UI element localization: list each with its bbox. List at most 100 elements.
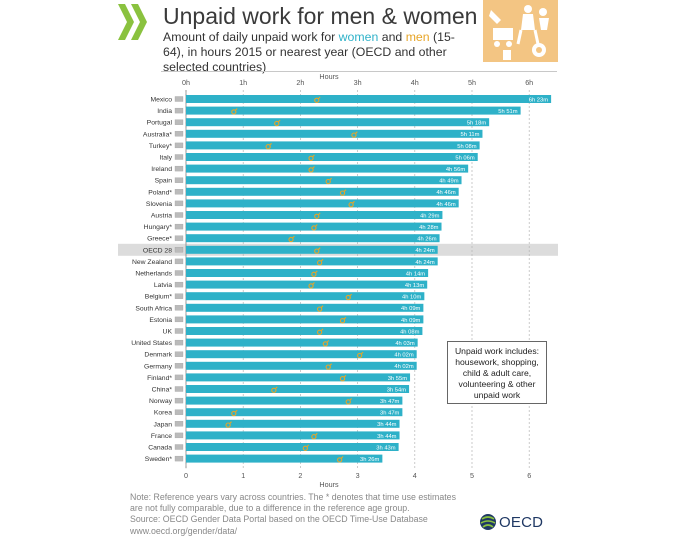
top-axis-title: Hours (319, 72, 339, 81)
men-marker-arrow (314, 432, 318, 436)
women-value-label: 4h 09m (401, 306, 421, 312)
flag-icon (174, 455, 184, 462)
women-value-label: 3h 44m (377, 434, 397, 440)
note-box: Unpaid work includes: housework, shoppin… (447, 341, 547, 404)
country-label: Latvia (154, 282, 172, 289)
country-label: Germany (144, 363, 173, 370)
women-value-label: 4h 28m (419, 225, 439, 231)
men-marker-arrow (314, 224, 318, 227)
women-bar (186, 106, 521, 115)
men-marker-arrow (314, 270, 318, 274)
women-value-label: 4h 46m (436, 190, 456, 196)
country-label: France (151, 433, 172, 440)
country-label: China* (152, 387, 173, 394)
women-value-label: 3h 54m (387, 387, 407, 393)
women-bar (186, 443, 399, 451)
oecd-globe-icon (480, 514, 496, 530)
men-marker (314, 248, 320, 254)
women-bar (186, 234, 440, 243)
bottom-tick-label: 2 (298, 471, 302, 480)
women-value-label: 4h 13m (405, 283, 425, 289)
women-value-label: 3h 47m (380, 399, 400, 405)
note-line: housework, shopping, (455, 357, 539, 367)
women-value-label: 3h 55m (388, 376, 408, 382)
men-marker (316, 306, 323, 312)
women-value-label: 3h 47m (380, 411, 400, 417)
top-tick-label: 0h (182, 78, 190, 87)
men-marker (302, 445, 308, 451)
men-marker (325, 364, 331, 370)
bottom-tick-label: 3 (356, 471, 360, 480)
women-bar (186, 129, 483, 138)
men-marker-arrow (320, 258, 324, 262)
subtitle-rest: (15-64), in hours 2015 or nearest year (… (163, 30, 455, 74)
footnote: Note: Reference years vary across countr… (130, 492, 456, 537)
flag-icon (174, 305, 184, 311)
country-label: Japan (153, 421, 172, 428)
men-marker-arrow (320, 328, 324, 332)
men-marker (351, 132, 357, 138)
women-value-label: 4h 08m (400, 329, 420, 335)
country-label: Portugal (147, 120, 173, 127)
women-bar (186, 153, 478, 161)
bottom-tick-label: 6 (527, 471, 531, 480)
country-label: Netherlands (135, 271, 172, 278)
flag-icon (174, 258, 184, 265)
women-bar (186, 176, 462, 185)
flag-icon (174, 131, 184, 137)
women-bar (186, 396, 403, 405)
note-text: Note: Reference years vary across countr… (130, 492, 456, 502)
men-marker (225, 422, 231, 428)
country-label: Estonia (149, 317, 172, 324)
top-tick-label: 1h (239, 78, 247, 87)
flag-icon (174, 154, 184, 160)
men-marker (231, 410, 237, 417)
women-bar (186, 211, 443, 219)
men-marker (336, 457, 343, 463)
women-value-label: 4h 24m (415, 248, 435, 254)
women-value-label: 4h 14m (406, 271, 426, 277)
men-marker (345, 294, 351, 301)
men-marker (311, 225, 317, 231)
men-marker-arrow (326, 340, 330, 343)
flag-icon (174, 421, 184, 427)
men-marker (357, 352, 363, 359)
flag-icon (174, 293, 184, 299)
bottom-tick-label: 5 (470, 471, 474, 480)
men-marker-arrow (234, 409, 238, 413)
flag-icon (174, 235, 184, 241)
women-bar (186, 292, 425, 301)
men-marker-arrow (349, 293, 353, 297)
top-tick-label: 3h (354, 78, 362, 87)
men-marker (288, 236, 294, 243)
men-marker-arrow (354, 131, 358, 135)
source-url: www.oecd.org/gender/data/ (130, 525, 238, 536)
bottom-tick-label: 4 (413, 471, 417, 480)
country-label: Turkey* (149, 143, 173, 150)
country-label: Hungary* (144, 224, 173, 231)
men-marker (339, 318, 346, 324)
women-value-label: 4h 02m (394, 353, 414, 359)
country-label: Austria (151, 213, 172, 220)
flag-icon (174, 119, 184, 125)
men-marker (274, 120, 280, 127)
country-label: United States (131, 340, 172, 347)
men-marker-arrow (343, 316, 347, 320)
women-bar (186, 95, 552, 103)
men-marker-arrow (360, 351, 364, 355)
country-label: Spain (155, 178, 173, 185)
men-marker-arrow (343, 189, 347, 193)
men-marker-arrow (234, 108, 238, 111)
flag-icon (174, 351, 184, 357)
country-label: Mexico (150, 97, 172, 104)
men-marker (316, 260, 323, 266)
women-bar (186, 269, 429, 277)
women-value-label: 4h 10m (402, 295, 422, 301)
men-marker (311, 434, 317, 440)
women-bar (186, 257, 438, 266)
country-label: UK (163, 329, 173, 336)
women-bar (186, 431, 400, 440)
women-value-label: 3h 43m (376, 445, 396, 451)
women-value-label: 4h 26m (417, 237, 437, 243)
